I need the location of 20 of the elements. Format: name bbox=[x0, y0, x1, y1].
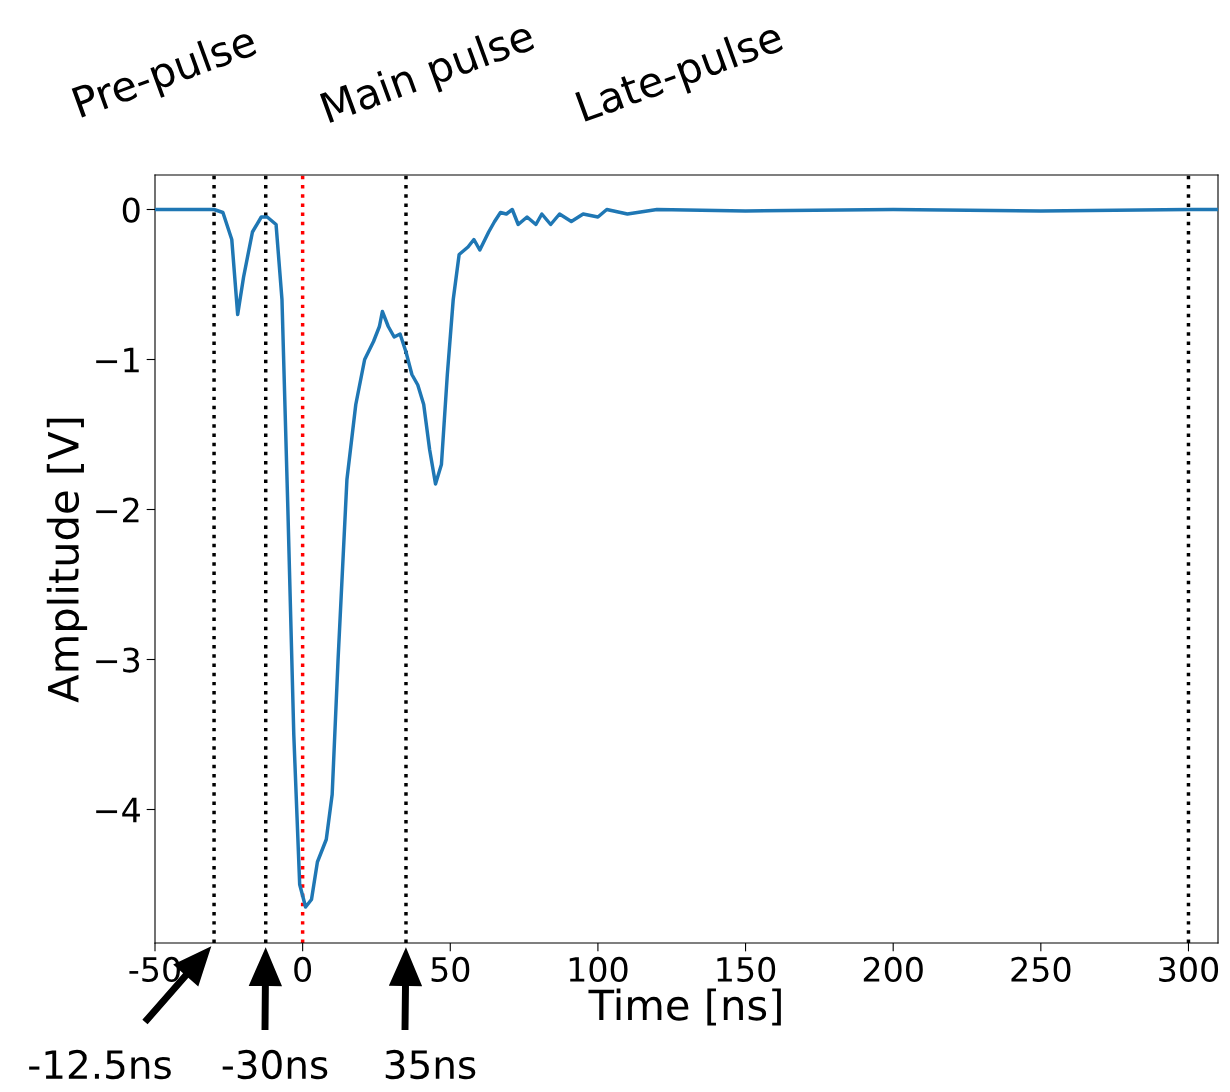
x-axis-title: Time [ns] bbox=[588, 988, 781, 1026]
x-tick-label: 50 bbox=[431, 956, 470, 982]
annotation: -12.5ns bbox=[29, 1049, 171, 1080]
annotation: -30ns bbox=[222, 1049, 328, 1080]
text: Main pulse bbox=[319, 18, 539, 131]
x-tick-label: 200 bbox=[863, 956, 923, 982]
y-tick-label: 0 bbox=[122, 197, 140, 223]
x-tick-label: 150 bbox=[717, 956, 776, 982]
y-tick-label: −3 bbox=[96, 647, 140, 673]
x-tick-label: 0 bbox=[294, 956, 312, 982]
annotation: 35ns bbox=[385, 1049, 476, 1080]
x-tick-label: 100 bbox=[569, 956, 628, 982]
y-axis-title: Amplitude [V] bbox=[46, 418, 88, 703]
y-tick-label: −4 bbox=[96, 797, 140, 823]
x-tick-label: -50 bbox=[129, 956, 181, 982]
y-tick-label: −1 bbox=[96, 347, 139, 373]
y-tick-label: −2 bbox=[96, 497, 139, 523]
x-tick-label: 250 bbox=[1011, 956, 1071, 982]
line-series bbox=[155, 207, 1218, 909]
x-tick-label: 300 bbox=[1159, 956, 1219, 982]
